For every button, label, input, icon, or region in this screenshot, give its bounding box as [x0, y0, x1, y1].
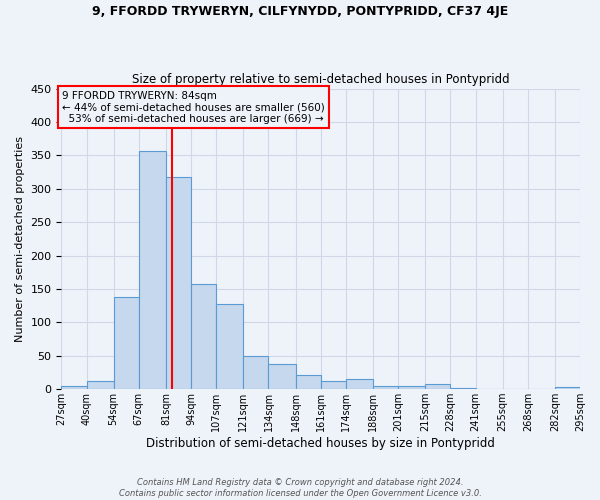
Bar: [243, 356, 268, 389]
Text: 9, FFORDD TRYWERYN, CILFYNYDD, PONTYPRIDD, CF37 4JE: 9, FFORDD TRYWERYN, CILFYNYDD, PONTYPRID…: [92, 5, 508, 18]
Bar: [425, 384, 451, 389]
Bar: [373, 386, 398, 389]
X-axis label: Distribution of semi-detached houses by size in Pontypridd: Distribution of semi-detached houses by …: [146, 437, 495, 450]
Bar: [451, 388, 476, 389]
Bar: [346, 379, 373, 389]
Bar: [398, 386, 425, 389]
Bar: [216, 304, 243, 389]
Bar: [139, 150, 166, 389]
Bar: [166, 178, 191, 389]
Bar: [86, 381, 113, 389]
Bar: [555, 387, 580, 389]
Bar: [61, 386, 86, 389]
Bar: [268, 364, 296, 389]
Text: Contains HM Land Registry data © Crown copyright and database right 2024.
Contai: Contains HM Land Registry data © Crown c…: [119, 478, 481, 498]
Title: Size of property relative to semi-detached houses in Pontypridd: Size of property relative to semi-detach…: [132, 73, 509, 86]
Bar: [191, 284, 216, 389]
Bar: [296, 375, 321, 389]
Text: 9 FFORDD TRYWERYN: 84sqm
← 44% of semi-detached houses are smaller (560)
  53% o: 9 FFORDD TRYWERYN: 84sqm ← 44% of semi-d…: [62, 90, 325, 124]
Y-axis label: Number of semi-detached properties: Number of semi-detached properties: [15, 136, 25, 342]
Bar: [321, 381, 346, 389]
Bar: [113, 297, 139, 389]
